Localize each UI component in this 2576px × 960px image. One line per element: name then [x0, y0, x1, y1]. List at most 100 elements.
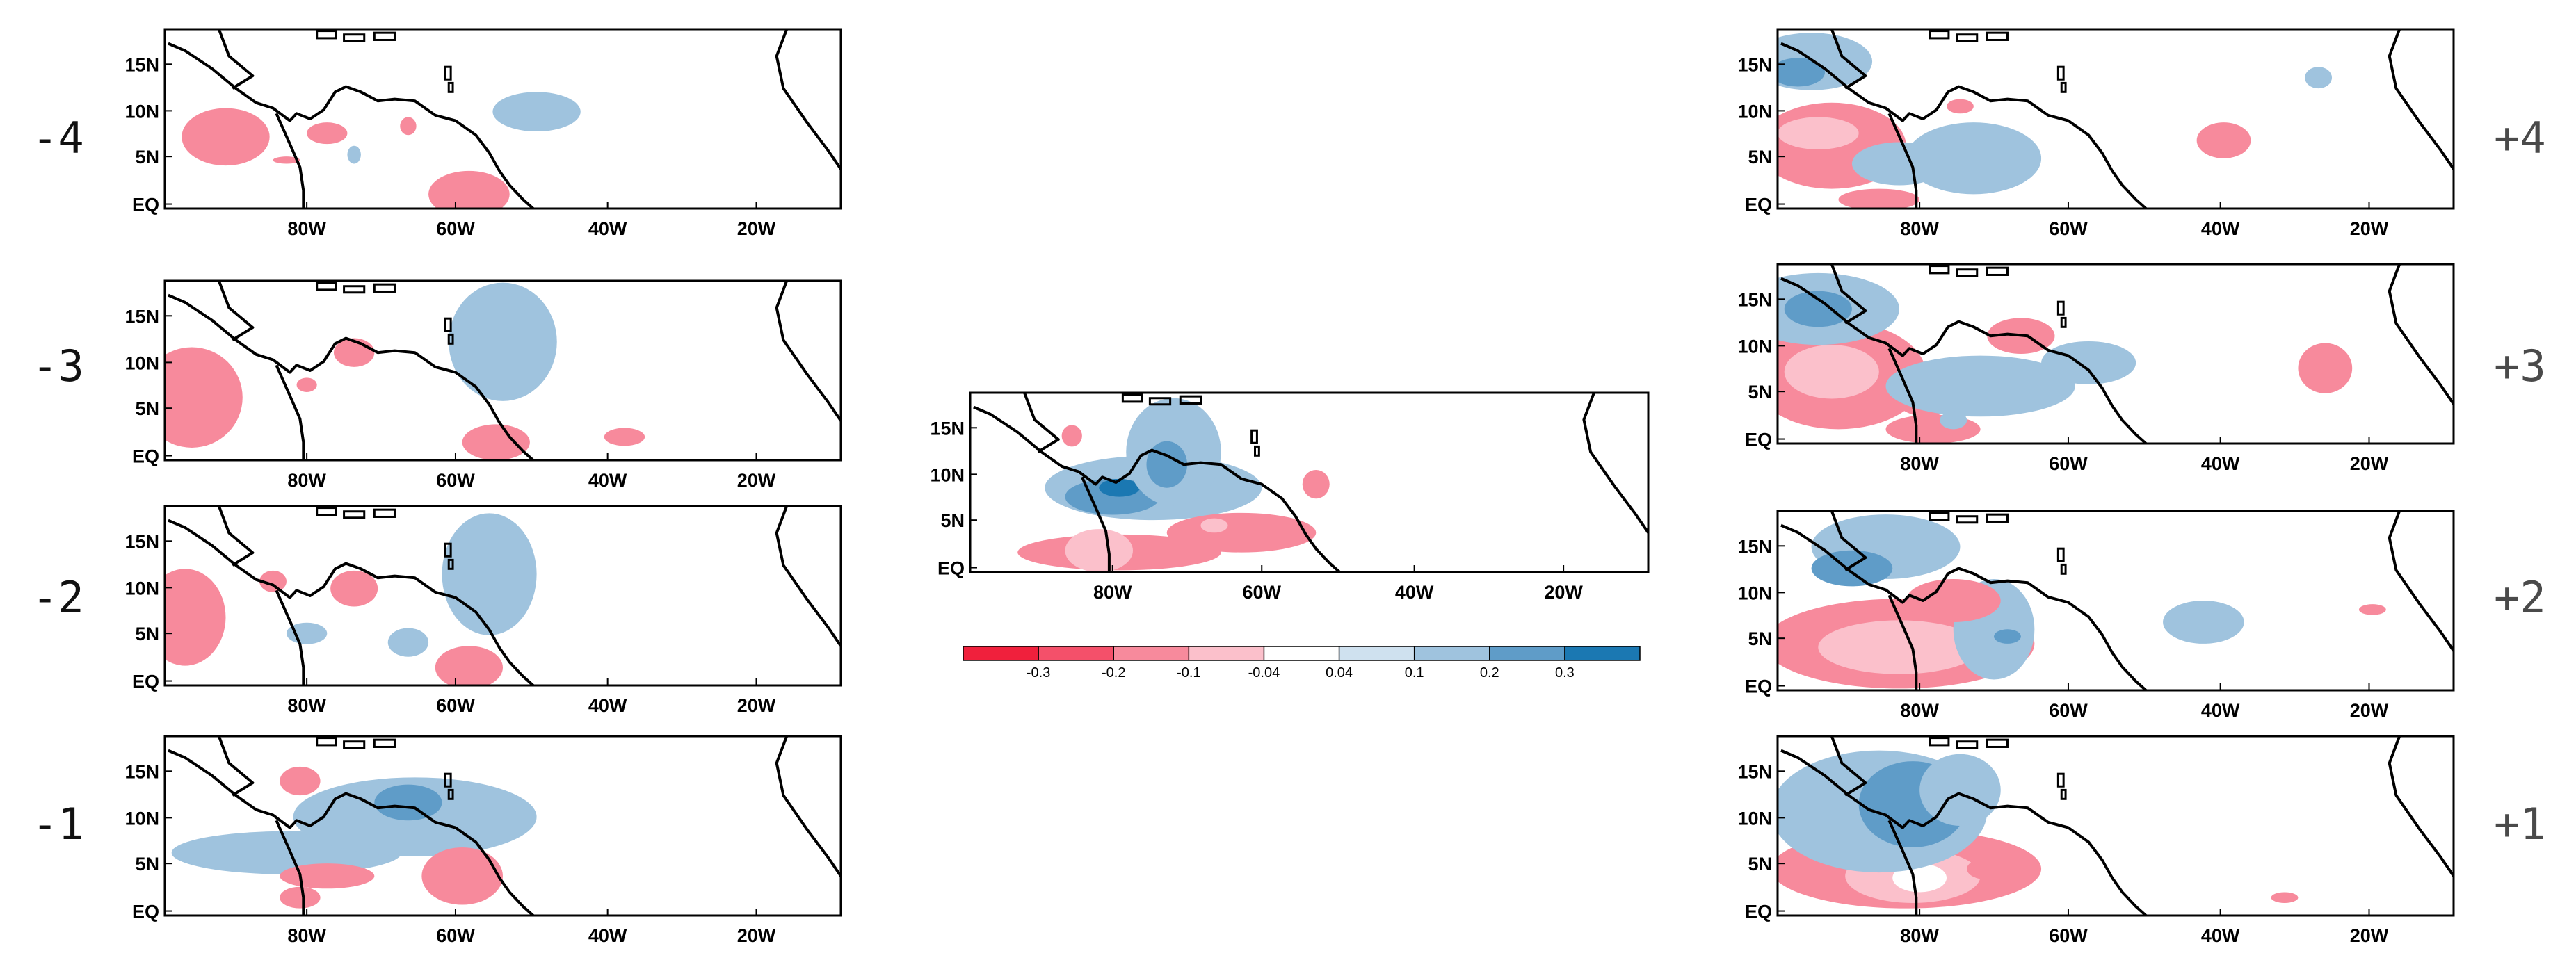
anomaly-contour — [421, 847, 503, 905]
island-outline — [1956, 740, 1979, 749]
island-outline — [447, 558, 454, 570]
anomaly-contour — [1784, 291, 1852, 327]
anomaly-contour — [259, 570, 287, 592]
anomaly-contour — [1967, 858, 2008, 880]
lon-tick-label: 60W — [436, 695, 475, 716]
coastline — [775, 736, 841, 877]
anomaly-contour — [273, 156, 300, 164]
coastline — [2388, 264, 2454, 405]
island-outline — [1179, 395, 1202, 405]
lon-tick-label: 80W — [1900, 700, 1939, 721]
panel-frame — [969, 391, 1650, 573]
anomaly-field — [1778, 736, 2454, 916]
panel-frame — [1776, 510, 2455, 692]
island-outline — [2056, 65, 2065, 81]
lat-tick-label: EQ — [1745, 195, 1772, 215]
lat-tick-label: 15N — [124, 531, 159, 552]
island-outline — [373, 283, 396, 293]
anomaly-contour — [1919, 754, 2001, 826]
lat-tick-label: 5N — [135, 854, 159, 874]
colorbar-swatch — [1038, 646, 1114, 660]
lat-tick-label: 5N — [135, 147, 159, 168]
lon-tick-label: 40W — [2201, 218, 2240, 239]
island-outline — [316, 507, 337, 516]
island-outline — [444, 317, 452, 332]
lon-tick-label: 60W — [2049, 925, 2088, 946]
lat-tick-label: EQ — [132, 446, 159, 467]
anomaly-contour — [1906, 122, 2042, 195]
lat-tick-label: 5N — [135, 624, 159, 644]
anomaly-contour — [1302, 469, 1330, 499]
coastline — [1830, 264, 1867, 325]
coastline — [1780, 277, 2148, 444]
lat-tick-label: EQ — [1745, 676, 1772, 697]
lat-tick-label: 5N — [135, 398, 159, 419]
coastline — [275, 589, 305, 685]
coastline — [1830, 511, 1867, 571]
anomaly-contour — [449, 282, 557, 401]
lon-tick-label: 20W — [737, 218, 776, 239]
colorbar-swatch — [1414, 646, 1490, 660]
lag-label-plus-3: +3 — [2494, 341, 2546, 391]
anomaly-contour — [165, 347, 243, 448]
coastline — [973, 405, 1341, 572]
lon-tick-label: 20W — [2350, 925, 2389, 946]
coastline — [1830, 736, 1867, 797]
lat-tick-label: 15N — [124, 306, 159, 327]
coastline — [168, 42, 535, 209]
anomaly-field — [165, 506, 841, 685]
colorbar-tick-label: -0.04 — [1248, 665, 1280, 681]
map-panel-p1: 80W 60W 40W 20W 15N 10N 5N EQ — [1737, 735, 2455, 946]
lat-tick-label: 5N — [940, 510, 965, 531]
island-outline — [2060, 316, 2067, 328]
lon-tick-label: 40W — [2201, 700, 2240, 721]
island-outline — [316, 282, 337, 291]
coastline — [275, 113, 305, 209]
anomaly-contour — [280, 863, 375, 889]
lag-label-minus-4: -4 — [32, 113, 84, 163]
coastline — [1887, 820, 1918, 916]
lat-tick-label: 10N — [1737, 101, 1772, 122]
map-panel-c0: 80W 60W 40W 20W 15N 10N 5N EQ — [930, 391, 1650, 603]
panel-frame — [163, 735, 842, 917]
island-outline — [373, 738, 396, 748]
map-panel-p4: 80W 60W 40W 20W 15N 10N 5N EQ — [1737, 28, 2455, 239]
island-outline — [1986, 31, 2009, 41]
colorbar-swatch — [1264, 646, 1340, 660]
island-outline — [343, 740, 366, 749]
lat-tick-label: EQ — [132, 195, 159, 215]
lon-tick-label: 80W — [287, 925, 326, 946]
lat-tick-label: 15N — [1737, 536, 1772, 557]
lat-tick-label: 5N — [1748, 147, 1772, 168]
anomaly-field — [973, 393, 1648, 572]
lat-tick-label: EQ — [1745, 902, 1772, 922]
lat-tick-label: 10N — [124, 352, 159, 373]
panel-frame — [163, 279, 842, 462]
coastline — [1887, 594, 1918, 690]
lon-tick-label: 40W — [2201, 925, 2240, 946]
lon-tick-label: 20W — [737, 695, 776, 716]
lon-tick-label: 40W — [588, 470, 627, 491]
coastline — [217, 736, 255, 797]
map-panel-m3: 80W 60W 40W 20W 15N 10N 5N EQ — [124, 279, 842, 491]
island-outline — [1250, 429, 1258, 444]
lon-tick-label: 60W — [2049, 700, 2088, 721]
lat-tick-label: 10N — [124, 578, 159, 599]
anomaly-field — [168, 29, 841, 209]
lag-label-minus-1: -1 — [32, 799, 84, 849]
lat-tick-label: EQ — [937, 558, 965, 579]
colorbar-frame — [963, 646, 1641, 661]
lon-tick-label: 60W — [436, 925, 475, 946]
coastline — [1023, 393, 1060, 453]
island-outline — [2060, 563, 2067, 575]
island-outline — [1929, 512, 1950, 521]
lon-tick-label: 40W — [588, 695, 627, 716]
lon-tick-label: 60W — [436, 218, 475, 239]
lon-tick-label: 80W — [1900, 453, 1939, 474]
lat-tick-label: 5N — [1748, 854, 1772, 874]
anomaly-contour — [2196, 122, 2251, 158]
lon-tick-label: 20W — [1544, 582, 1583, 603]
island-outline — [343, 510, 366, 519]
anomaly-contour — [1994, 629, 2021, 644]
anomaly-contour — [1166, 512, 1317, 553]
